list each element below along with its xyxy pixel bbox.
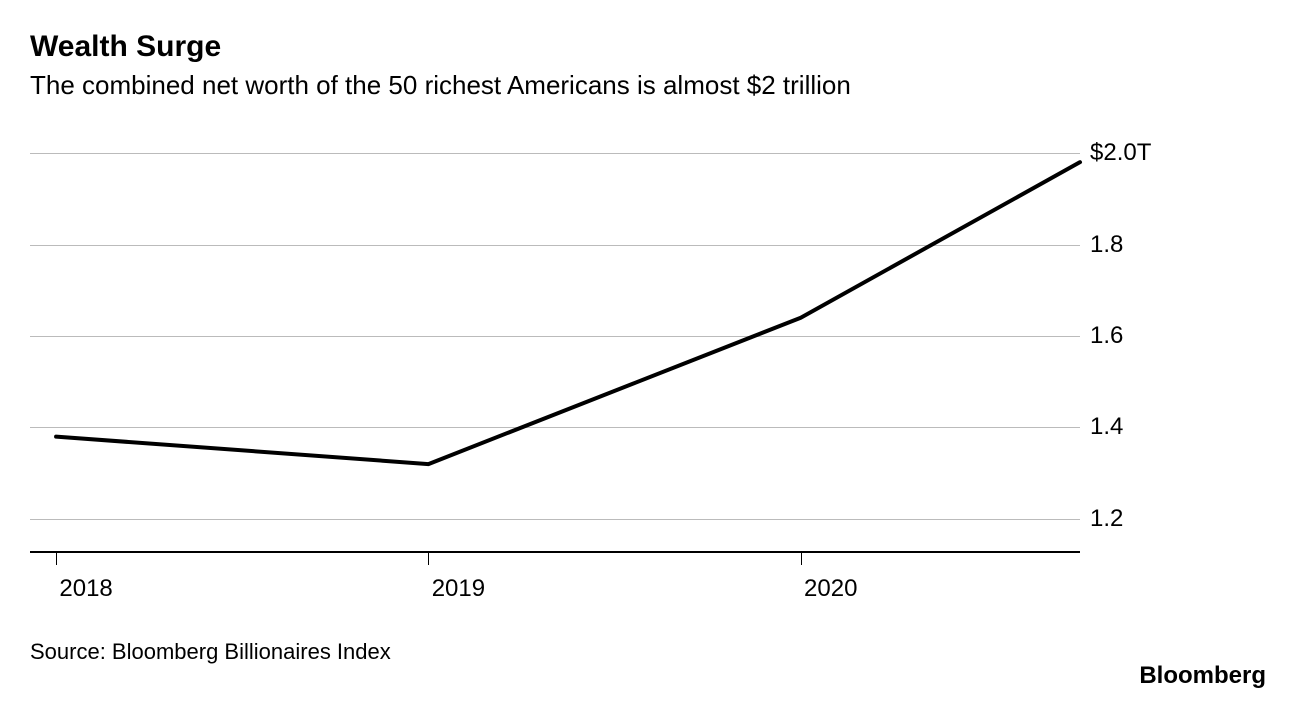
x-axis: 2018 2019 2020 <box>30 551 1190 615</box>
x-axis-label: 2018 <box>59 575 112 603</box>
line-chart: $2.0T 1.8 1.6 1.4 1.2 <box>30 121 1190 551</box>
chart-title: Wealth Surge <box>30 30 1266 64</box>
x-axis-label: 2020 <box>804 575 857 603</box>
chart-container: Wealth Surge The combined net worth of t… <box>0 0 1296 720</box>
data-line <box>30 121 1080 551</box>
x-axis-tick <box>801 551 802 565</box>
x-axis-tick <box>428 551 429 565</box>
x-axis-label: 2019 <box>432 575 485 603</box>
chart-wrap: $2.0T 1.8 1.6 1.4 1.2 2018 2019 2020 <box>30 121 1266 615</box>
y-axis-label: 1.6 <box>1090 322 1190 350</box>
source-text: Source: Bloomberg Billionaires Index <box>30 639 1266 665</box>
chart-subtitle: The combined net worth of the 50 richest… <box>30 70 1266 101</box>
y-axis-label: 1.8 <box>1090 231 1190 259</box>
y-axis-label: 1.4 <box>1090 413 1190 441</box>
y-axis-label: 1.2 <box>1090 505 1190 533</box>
x-axis-tick <box>56 551 57 565</box>
brand-logo: Bloomberg <box>1139 662 1266 690</box>
y-axis-label: $2.0T <box>1090 139 1190 167</box>
